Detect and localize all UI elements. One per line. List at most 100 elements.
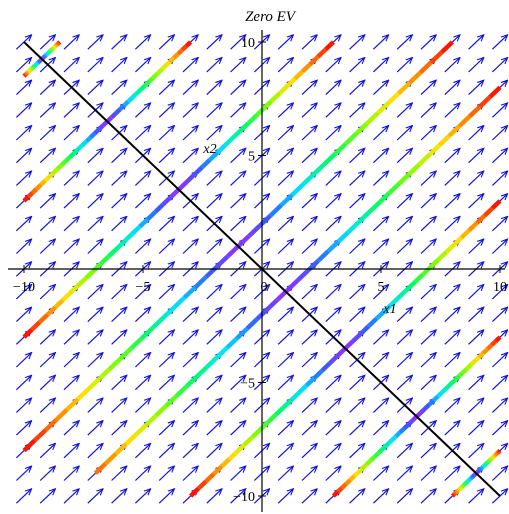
trajectory-segment: [212, 464, 224, 476]
field-arrow: [206, 330, 222, 345]
trajectory-segment: [75, 387, 90, 402]
trajectory-segment: [277, 84, 289, 96]
field-arrow: [134, 239, 150, 254]
trajectory-segment: [385, 438, 394, 447]
trajectory-segment: [486, 459, 491, 464]
trajectory-segment: [488, 456, 494, 462]
field-arrow: [277, 489, 293, 504]
trajectory-segment: [484, 461, 489, 466]
field-arrow: [444, 194, 460, 209]
trajectory-segment: [39, 179, 47, 187]
trajectory-segment: [324, 40, 335, 52]
field-arrow: [468, 58, 484, 73]
trajectory-segment: [381, 442, 390, 450]
trajectory-segment: [482, 462, 488, 467]
field-arrow: [444, 466, 460, 481]
trajectory-segment: [300, 173, 315, 187]
trajectory-segment: [93, 127, 101, 136]
trajectory-segment: [65, 397, 80, 412]
trajectory-segment: [475, 214, 487, 225]
field-arrow: [491, 171, 507, 186]
trajectory-segment: [169, 187, 181, 199]
field-arrow: [206, 194, 222, 209]
field-arrow: [230, 466, 246, 481]
field-arrow: [349, 239, 365, 254]
trajectory-segment: [76, 143, 84, 151]
trajectory-segment: [462, 481, 468, 487]
field-arrow: [182, 103, 198, 118]
trajectory-segment: [461, 483, 466, 488]
trajectory-segment: [407, 162, 421, 176]
field-arrow: [468, 80, 484, 96]
field-arrow: [277, 421, 293, 436]
field-arrow: [277, 35, 293, 50]
field-arrow: [87, 148, 103, 164]
field-arrow: [111, 375, 127, 391]
trajectory-segment: [225, 336, 239, 350]
field-arrow: [325, 421, 341, 436]
field-arrow: [468, 443, 484, 459]
field-arrow: [396, 443, 412, 459]
field-arrow: [491, 148, 507, 164]
field-arrow: [39, 375, 55, 391]
trajectory-segment: [316, 249, 330, 263]
field-arrow: [63, 58, 79, 73]
trajectory-segment: [465, 363, 473, 371]
trajectory-segment: [365, 111, 379, 126]
trajectory-segment: [235, 442, 247, 454]
field-arrow: [39, 443, 55, 459]
trajectory-segment: [247, 224, 262, 238]
field-arrow: [301, 80, 317, 96]
field-arrow: [372, 80, 388, 96]
trajectory-segment: [57, 40, 62, 45]
trajectory-segment: [494, 335, 502, 343]
x-tick-label: −10: [13, 280, 35, 295]
field-arrow: [372, 330, 388, 345]
trajectory-segment: [473, 355, 481, 363]
field-arrow: [491, 353, 507, 368]
field-arrow: [444, 398, 460, 413]
field-arrow: [325, 466, 341, 481]
field-arrow: [349, 171, 365, 186]
field-arrow: [396, 353, 412, 368]
trajectory: [22, 40, 193, 203]
field-arrow: [420, 307, 436, 323]
field-arrow: [372, 148, 388, 164]
trajectory-segment: [103, 452, 118, 466]
field-arrow: [63, 103, 79, 118]
trajectory-segment: [51, 46, 55, 51]
field-arrow: [420, 35, 436, 50]
trajectory-segment: [467, 221, 479, 233]
trajectory-segment: [204, 265, 219, 279]
trajectory-segment: [52, 44, 57, 49]
field-arrow: [111, 216, 127, 232]
trajectory-segment: [390, 434, 398, 443]
trajectory-segment: [44, 52, 49, 57]
field-arrow: [111, 194, 127, 209]
trajectory-segment: [54, 408, 69, 422]
field-arrow: [420, 239, 436, 254]
trajectory-segment: [397, 172, 411, 186]
field-arrow: [15, 466, 31, 481]
field-arrow: [134, 103, 150, 118]
trajectory-segment: [397, 287, 409, 299]
trajectory-segment: [290, 183, 305, 197]
field-arrow: [63, 375, 79, 391]
field-arrow: [111, 421, 127, 436]
field-arrow: [372, 58, 388, 73]
trajectory-segment: [469, 475, 475, 480]
field-arrow: [87, 489, 103, 504]
trajectory-segment: [305, 376, 316, 387]
trajectory-segment: [45, 305, 57, 317]
field-arrow: [491, 216, 507, 232]
trajectory-segment: [481, 463, 487, 469]
trajectory-segment: [488, 85, 502, 99]
trajectory-segment: [134, 423, 148, 437]
trajectory-segment: [493, 452, 498, 457]
trajectory-segment: [293, 69, 305, 81]
field-arrow: [230, 307, 246, 323]
trajectory-segment: [51, 45, 56, 50]
trajectory-segment: [475, 469, 481, 474]
field-arrow: [420, 466, 436, 481]
trajectory-segment: [356, 466, 365, 474]
